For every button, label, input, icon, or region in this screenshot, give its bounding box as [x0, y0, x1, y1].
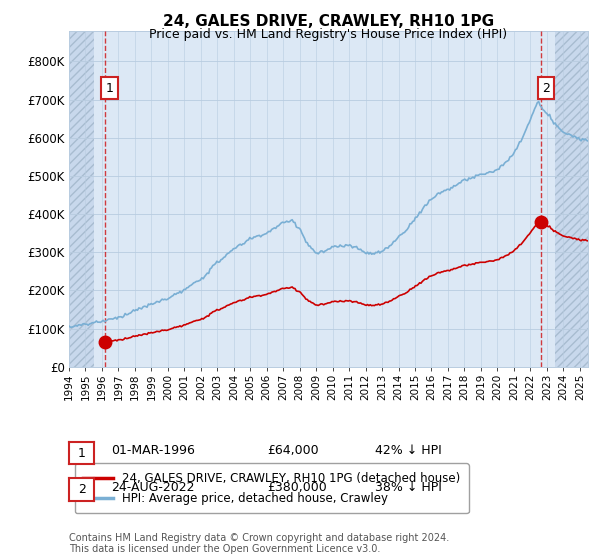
Text: 2: 2	[542, 82, 550, 95]
Text: £380,000: £380,000	[267, 480, 327, 494]
Bar	[555, 31, 588, 367]
Bar	[69, 31, 94, 367]
Text: 1: 1	[106, 82, 113, 95]
Text: 1: 1	[77, 446, 86, 460]
Text: 2: 2	[77, 483, 86, 496]
Text: £64,000: £64,000	[267, 444, 319, 458]
Text: Price paid vs. HM Land Registry's House Price Index (HPI): Price paid vs. HM Land Registry's House …	[149, 28, 508, 41]
Text: 38% ↓ HPI: 38% ↓ HPI	[375, 480, 442, 494]
Legend: 24, GALES DRIVE, CRAWLEY, RH10 1PG (detached house), HPI: Average price, detache: 24, GALES DRIVE, CRAWLEY, RH10 1PG (deta…	[75, 464, 469, 513]
Text: 01-MAR-1996: 01-MAR-1996	[111, 444, 195, 458]
Text: 42% ↓ HPI: 42% ↓ HPI	[375, 444, 442, 458]
Text: 24, GALES DRIVE, CRAWLEY, RH10 1PG: 24, GALES DRIVE, CRAWLEY, RH10 1PG	[163, 14, 494, 29]
Text: Contains HM Land Registry data © Crown copyright and database right 2024.
This d: Contains HM Land Registry data © Crown c…	[69, 533, 449, 554]
Text: 24-AUG-2022: 24-AUG-2022	[111, 480, 194, 494]
